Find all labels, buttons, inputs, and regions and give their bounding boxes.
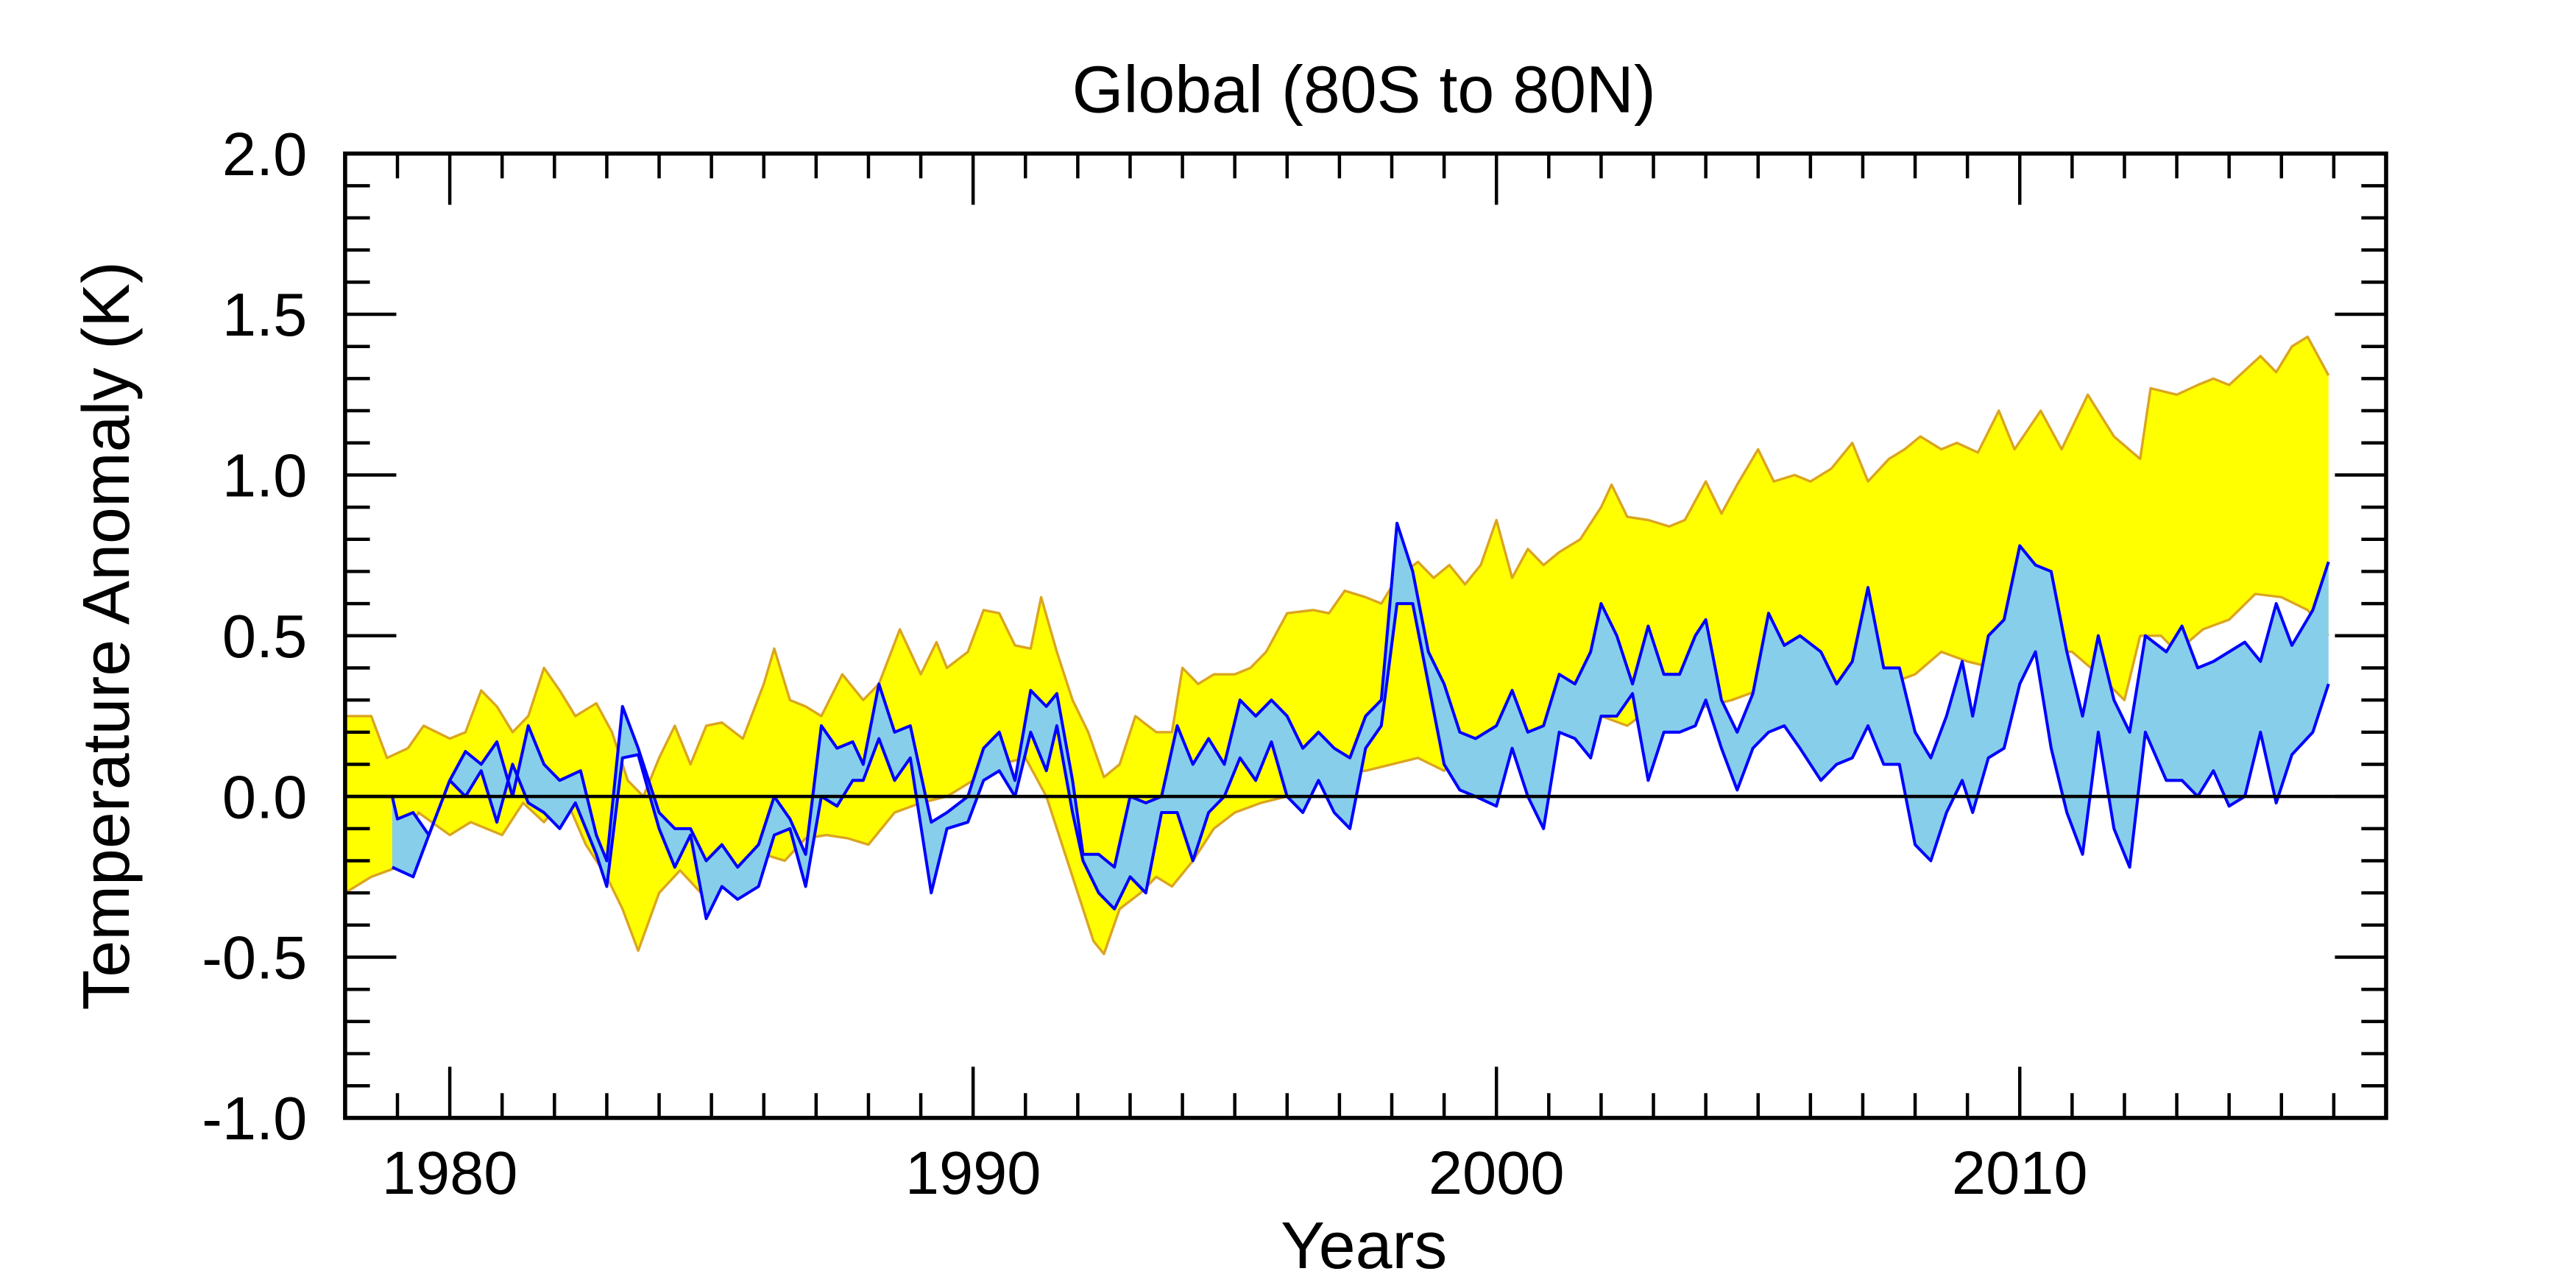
y-tick-label: 1.0: [222, 442, 307, 510]
bands-layer: [344, 335, 2330, 955]
x-tick-label: 1980: [382, 1139, 518, 1207]
y-tick-label: 2.0: [222, 120, 307, 188]
y-tick-label: -0.5: [202, 924, 307, 992]
y-tick-label: 1.5: [222, 280, 307, 349]
band-2-upper-line: [390, 521, 2330, 869]
y-tick-label: -1.0: [202, 1084, 307, 1153]
y-axis-label: Temperature Anomaly (K): [70, 261, 144, 1010]
x-tick-label: 1990: [905, 1139, 1041, 1207]
x-tick-label: 2010: [1952, 1139, 2088, 1207]
band-2-lower-line: [392, 602, 2330, 921]
tick-labels: 1980 1990 2000 2010 -1.0 -0.5 0.0 0.5 1.0 1.5 2.0: [202, 120, 2087, 1207]
x-axis-label: Years: [1281, 1209, 1447, 1283]
x-tick-label: 2000: [1429, 1139, 1565, 1207]
chart-title: Global (80S to 80N): [1072, 54, 1656, 127]
axis-ticks: [343, 152, 2388, 1120]
band-1-upper-line: [344, 335, 2330, 798]
y-tick-label: 0.0: [222, 762, 307, 831]
y-tick-label: 0.5: [222, 602, 307, 670]
plot-frame: [343, 151, 2388, 1120]
